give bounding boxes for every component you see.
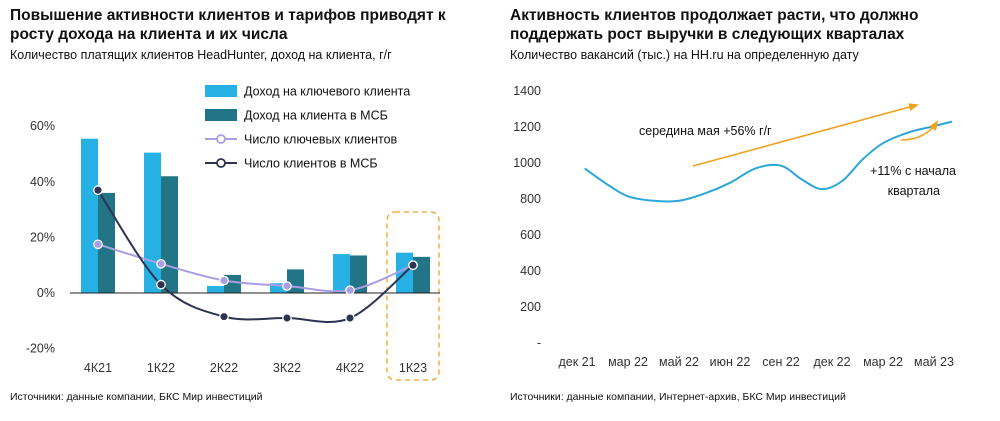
y-tick-label: 1200	[513, 120, 541, 134]
line-marker	[282, 313, 292, 323]
right-chart-subtitle: Количество вакансий (тыс.) на HH.ru на о…	[510, 48, 859, 62]
left-chart-svg: -20% 0% 20% 40% 60% 4К21 1К22 2К22 3К22 4К22 1К23 Д…	[26, 85, 440, 381]
y-tick-label: 0%	[37, 286, 55, 300]
series-line	[97, 243, 414, 293]
y-tick-label: -	[537, 336, 541, 350]
y-tick-label: 1000	[513, 156, 541, 170]
x-tick-label: дек 21	[558, 355, 595, 369]
line-marker	[156, 258, 166, 269]
bar	[161, 176, 178, 293]
x-tick-label: 3К22	[273, 361, 301, 375]
y-tick-label: 400	[520, 264, 541, 278]
bar	[270, 283, 287, 293]
y-tick-label: -20%	[26, 342, 55, 356]
x-tick-label: май 23	[914, 355, 954, 369]
quarter-annotation-line1: +11% с начала	[870, 164, 956, 178]
line-marker	[282, 281, 292, 291]
left-chart-panel: Повышение активности клиентов и тарифов …	[0, 0, 495, 421]
trend-annotation: середина мая +56% г/г	[639, 124, 772, 138]
right-chart-svg: - 200 400 600 800 1000 1200 1400 дек 21 мар 22 май…	[513, 84, 956, 369]
legend-swatch	[205, 85, 237, 97]
line-marker	[219, 311, 229, 322]
x-tick-label: 4К21	[84, 361, 112, 375]
x-tick-label: сен 22	[762, 355, 800, 369]
x-tick-label: 2К22	[210, 361, 238, 375]
left-chart-title: Повышение активности клиентов и тарифов …	[10, 7, 446, 43]
y-tick-label: 600	[520, 228, 541, 242]
legend-label: Доход на ключевого клиента	[244, 85, 410, 99]
y-tick-label: 40%	[30, 175, 55, 189]
line-marker	[93, 239, 103, 250]
y-tick-label: 60%	[30, 119, 55, 133]
quarter-annotation-line2: квартала	[888, 184, 940, 198]
line-marker	[219, 275, 229, 286]
x-tick-label: май 22	[659, 355, 699, 369]
bar	[144, 152, 161, 293]
legend-marker	[216, 158, 226, 168]
legend-swatch	[205, 109, 237, 121]
line-marker	[345, 313, 355, 323]
right-chart-title: Активность клиентов продолжает расти, чт…	[510, 7, 919, 43]
bar	[81, 138, 98, 293]
left-chart-source: Источники: данные компании, БКС Мир инве…	[10, 391, 263, 403]
y-tick-label: 200	[520, 300, 541, 314]
y-tick-label: 800	[520, 192, 541, 206]
line-marker	[156, 279, 166, 290]
x-tick-label: дек 22	[813, 355, 850, 369]
bar	[350, 255, 367, 293]
right-chart-panel: Активность клиентов продолжает расти, чт…	[505, 0, 1000, 421]
y-tick-label: 1400	[513, 84, 541, 98]
x-tick-label: 1К22	[147, 361, 175, 375]
left-chart-subtitle: Количество платящих клиентов HeadHunter,…	[10, 48, 392, 62]
x-tick-label: 4К22	[336, 361, 364, 375]
quarter-arrow	[900, 120, 939, 141]
legend-marker	[216, 134, 226, 144]
vacancies-line	[584, 120, 953, 203]
x-tick-label: 1К23	[399, 361, 427, 375]
series-line	[97, 189, 414, 323]
y-tick-label: 20%	[30, 230, 55, 244]
line-marker	[408, 260, 418, 271]
bar	[333, 254, 350, 293]
highlight-box	[386, 211, 440, 381]
x-tick-label: мар 22	[863, 355, 903, 369]
legend-label: Число клиентов в МСБ	[244, 157, 378, 171]
legend-label: Доход на клиента в МСБ	[244, 109, 388, 123]
bar	[98, 192, 115, 293]
x-tick-label: мар 22	[608, 355, 648, 369]
bar	[207, 286, 224, 293]
trend-arrow	[692, 103, 919, 167]
line-marker	[93, 185, 103, 195]
legend-label: Число ключевых клиентов	[244, 133, 398, 147]
line-marker	[345, 285, 355, 296]
x-tick-label: июн 22	[710, 355, 751, 369]
right-chart-source: Источники: данные компании, Интернет-арх…	[510, 391, 846, 403]
